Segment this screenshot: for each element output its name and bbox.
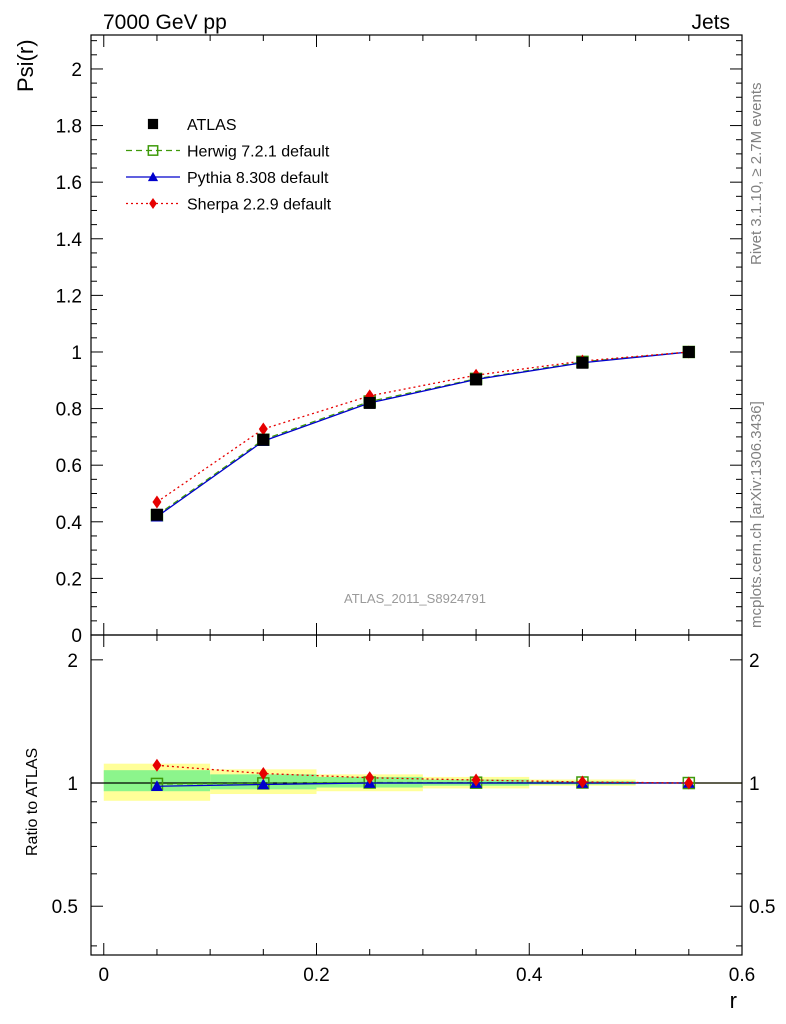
ratio-data-point [577, 775, 587, 789]
y-tick-label: 1.4 [56, 230, 83, 251]
x-tick-label: 0 [98, 965, 109, 986]
y-tick-label: 0.8 [56, 400, 82, 421]
y-tick-label: 0 [71, 626, 82, 647]
y-tick-label: 1.6 [56, 173, 82, 194]
ratio-y-axis-label: Ratio to ATLAS [24, 748, 41, 856]
x-axis-label: r [730, 988, 737, 1013]
main-y-axis-label: Psi(r) [13, 39, 38, 92]
x-tick-label: 0.4 [516, 965, 543, 986]
header-left-label: 7000 GeV pp [103, 11, 227, 34]
ratio-series-layer [150, 758, 696, 792]
main-data-point [150, 508, 163, 521]
main-data-point [258, 422, 268, 436]
main-series-layer [150, 345, 696, 522]
legend-marker [147, 171, 159, 182]
main-series-line [156, 351, 689, 516]
y-tick-label: 1 [71, 343, 82, 364]
ratio-axis-ticks: 0.5 0.5 1 1 2 2 0 0.2 0.4 0.6 [52, 635, 775, 986]
ratio-data-point [684, 776, 694, 790]
y-tick-label: 1.2 [56, 286, 82, 307]
y-tick-label: 1.8 [56, 117, 82, 138]
ratio-y-tick-label-right: 0.5 [749, 897, 775, 918]
legend-marker [147, 145, 159, 156]
side-label-mcplots: mcplots.cern.ch [arXiv:1306.3436] [748, 401, 765, 628]
ratio-uncertainty-bands [91, 763, 742, 801]
header-right-label: Jets [691, 11, 730, 34]
ratio-data-point [365, 771, 375, 785]
ratio-plot-frame [90, 634, 743, 956]
x-tick-label: 0.6 [729, 965, 755, 986]
side-label-rivet: Rivet 3.1.10, ≥ 2.7M events [748, 83, 765, 266]
y-tick-label: 0.2 [56, 569, 82, 590]
main-plot-panel: 0 0.2 0.4 0.6 0.8 1 1.2 1.4 1.6 1.8 2 Psi(r) ATLAS… [13, 34, 743, 647]
ratio-y-tick-label: 2 [67, 651, 78, 672]
ratio-data-point [471, 773, 481, 787]
y-tick-label: 0.6 [56, 456, 82, 477]
main-data-point [576, 356, 589, 369]
analysis-id-annotation: ATLAS_2011_S8924791 [344, 591, 486, 606]
ratio-y-tick-label-right: 2 [749, 651, 760, 672]
legend-entry-label: Herwig 7.2.1 default [187, 144, 330, 161]
ratio-data-point [257, 778, 270, 790]
main-axis-ticks: 0 0.2 0.4 0.6 0.8 1 1.2 1.4 1.6 1.8 2 [56, 35, 743, 647]
legend-entry-label: Sherpa 2.2.9 default [187, 197, 332, 214]
ratio-y-tick-label: 1 [67, 774, 78, 795]
ratio-data-point [150, 780, 163, 792]
legend-entry-label: ATLAS [187, 117, 237, 134]
legend: ATLAS Herwig 7.2.1 default Pythia 8.308 de… [126, 117, 332, 214]
main-data-point [470, 373, 483, 386]
main-series-line [156, 351, 689, 503]
y-tick-label: 0.4 [56, 513, 83, 534]
main-data-point [257, 433, 270, 446]
main-data-point [363, 396, 376, 409]
ratio-plot-panel: 0.5 0.5 1 1 2 2 0 0.2 0.4 0.6 Ratio to ATLAS r [24, 634, 775, 1013]
main-data-point [682, 345, 695, 358]
legend-entry-label: Pythia 8.308 default [187, 170, 329, 187]
ratio-y-tick-label: 0.5 [52, 897, 78, 918]
ratio-data-point [152, 758, 162, 772]
ratio-series-line [156, 782, 689, 787]
ratio-data-point [258, 767, 268, 781]
main-series-line [156, 351, 689, 518]
y-tick-label: 2 [71, 60, 82, 81]
ratio-y-tick-label-right: 1 [749, 774, 760, 795]
x-tick-label: 0.2 [303, 965, 329, 986]
ratio-series-line [156, 764, 689, 784]
legend-marker [149, 197, 157, 210]
main-data-point [152, 495, 162, 509]
legend-marker [147, 118, 159, 130]
